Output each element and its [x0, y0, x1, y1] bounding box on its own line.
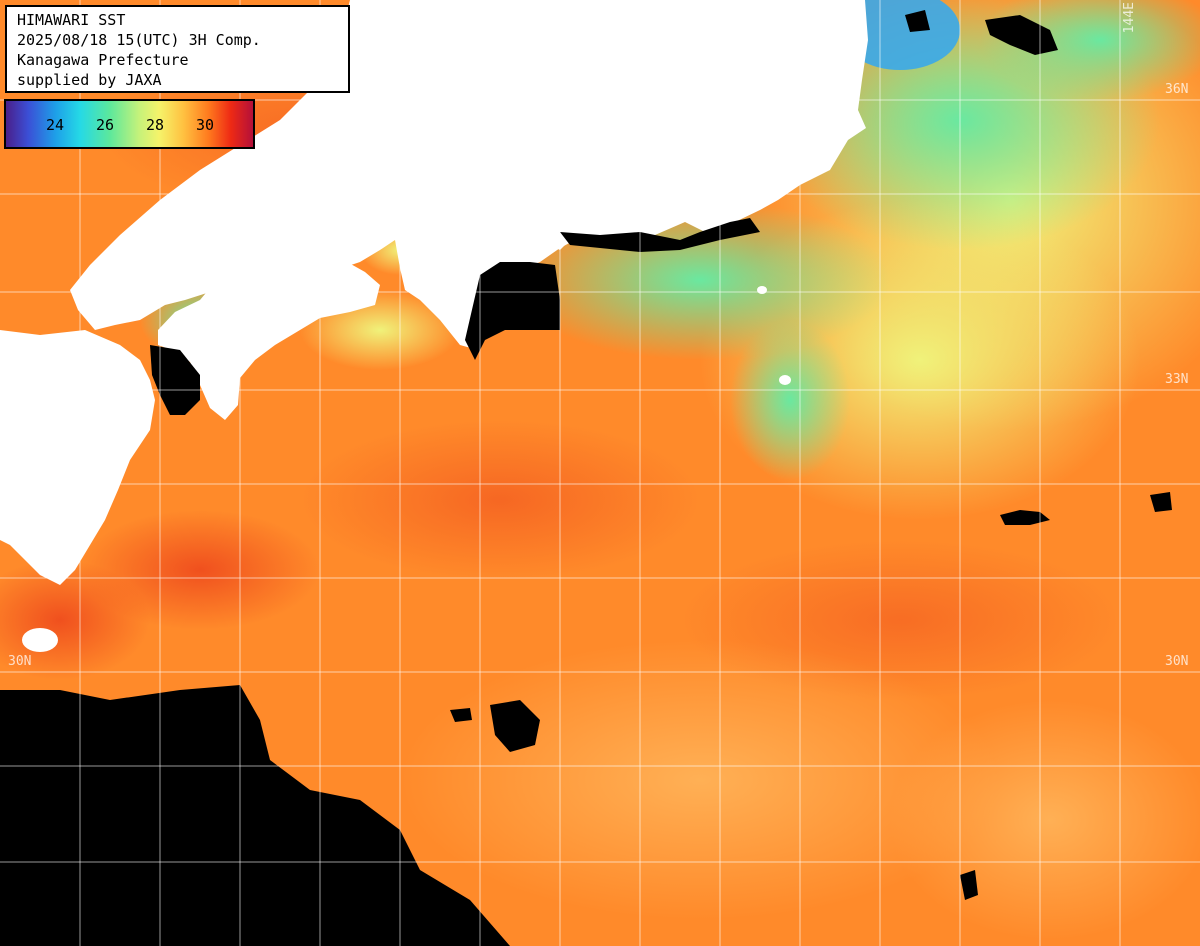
lat-label-33: 33N	[1165, 372, 1189, 387]
shikoku-landmass	[158, 258, 380, 420]
legend-tick-28: 28	[146, 116, 165, 134]
no-data-regions	[0, 10, 1172, 946]
lat-label-36: 36N	[1165, 82, 1189, 97]
legend-tick-26: 26	[96, 116, 115, 134]
temperature-color-scale: 24 26 28 30	[4, 99, 255, 149]
product-title: HIMAWARI SST	[17, 11, 126, 29]
legend-tick-30: 30	[196, 116, 215, 134]
observation-time: 2025/08/18 15(UTC) 3H Comp.	[17, 31, 261, 49]
legend-tick-24: 24	[46, 116, 65, 134]
lon-label-144: 144E	[1122, 2, 1137, 34]
organization: Kanagawa Prefecture	[17, 51, 189, 69]
info-box: HIMAWARI SST 2025/08/18 15(UTC) 3H Comp.…	[5, 5, 350, 93]
kyushu-landmass	[0, 330, 155, 585]
data-credit: supplied by JAXA	[17, 71, 162, 89]
lat-label-30-left: 30N	[8, 654, 32, 669]
lon-label-136: 136E	[482, 2, 497, 34]
lat-label-30-right: 30N	[1165, 654, 1189, 669]
